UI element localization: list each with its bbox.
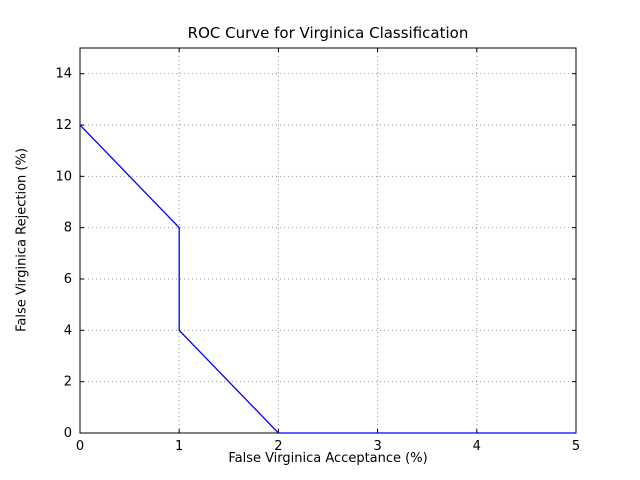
x-tick-label: 3 [373, 439, 381, 454]
chart-title: ROC Curve for Virginica Classification [187, 24, 469, 42]
y-tick-label: 2 [64, 375, 72, 390]
x-tick-label: 0 [76, 439, 84, 454]
x-tick-label: 4 [473, 439, 481, 454]
y-tick-label: 4 [64, 323, 72, 338]
series-line-roc-curve [79, 124, 576, 434]
y-axis-label: False Virginica Rejection (%) [14, 148, 30, 332]
y-tick-label: 10 [55, 169, 72, 184]
x-axis-label: False Virginica Acceptance (%) [228, 451, 428, 466]
y-tick-label: 0 [64, 426, 72, 441]
x-tick-label: 1 [175, 439, 183, 454]
x-tick-label: 2 [274, 439, 282, 454]
x-tick-label: 5 [572, 439, 580, 454]
y-tick-label: 6 [64, 272, 72, 287]
y-tick-label: 12 [55, 118, 72, 133]
y-tick-label: 8 [64, 221, 72, 236]
axes-spines [79, 47, 577, 434]
y-tick-label: 14 [55, 67, 72, 82]
